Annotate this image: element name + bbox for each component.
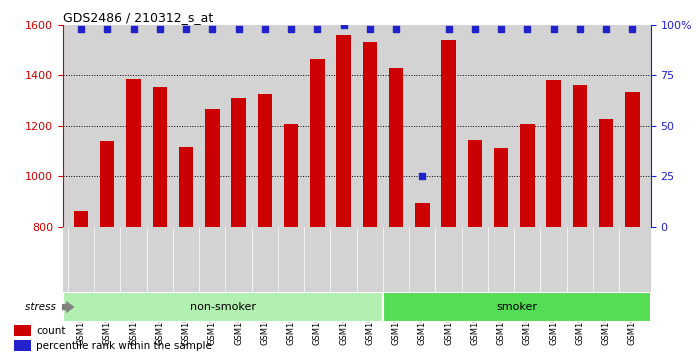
Bar: [599, 119, 613, 227]
Point: [364, 26, 375, 32]
Point: [75, 26, 86, 32]
Point: [469, 26, 480, 32]
Bar: [389, 68, 403, 227]
Bar: [625, 92, 640, 227]
Bar: [284, 124, 299, 227]
Bar: [100, 141, 115, 227]
Bar: [468, 139, 482, 227]
Text: percentile rank within the sample: percentile rank within the sample: [36, 341, 212, 351]
Bar: [573, 85, 587, 227]
Point: [574, 26, 585, 32]
Point: [128, 26, 139, 32]
Text: stress: stress: [25, 302, 59, 312]
Point: [390, 26, 402, 32]
Bar: [494, 148, 508, 227]
Text: smoker: smoker: [497, 302, 537, 312]
Point: [522, 26, 533, 32]
Bar: [63, 292, 383, 322]
Bar: [415, 202, 429, 227]
Bar: [152, 87, 167, 227]
Bar: [336, 35, 351, 227]
Bar: [383, 292, 651, 322]
Point: [338, 22, 349, 28]
Bar: [520, 124, 535, 227]
Point: [207, 26, 218, 32]
Point: [443, 26, 454, 32]
Bar: [363, 42, 377, 227]
Text: non-smoker: non-smoker: [190, 302, 256, 312]
Point: [180, 26, 191, 32]
Bar: [126, 79, 141, 227]
Point: [102, 26, 113, 32]
Bar: [258, 94, 272, 227]
Bar: [179, 147, 193, 227]
Bar: [231, 98, 246, 227]
Point: [233, 26, 244, 32]
Point: [155, 26, 166, 32]
Point: [312, 26, 323, 32]
Point: [548, 26, 559, 32]
Point: [601, 26, 612, 32]
Bar: [14, 325, 31, 336]
Point: [259, 26, 270, 32]
Bar: [546, 80, 561, 227]
Bar: [14, 340, 31, 352]
Bar: [205, 109, 219, 227]
Bar: [310, 59, 324, 227]
Point: [417, 173, 428, 179]
Point: [285, 26, 296, 32]
Text: count: count: [36, 326, 65, 336]
Bar: [441, 40, 456, 227]
Point: [627, 26, 638, 32]
Bar: [74, 211, 88, 227]
Point: [496, 26, 507, 32]
Text: GDS2486 / 210312_s_at: GDS2486 / 210312_s_at: [63, 11, 213, 24]
